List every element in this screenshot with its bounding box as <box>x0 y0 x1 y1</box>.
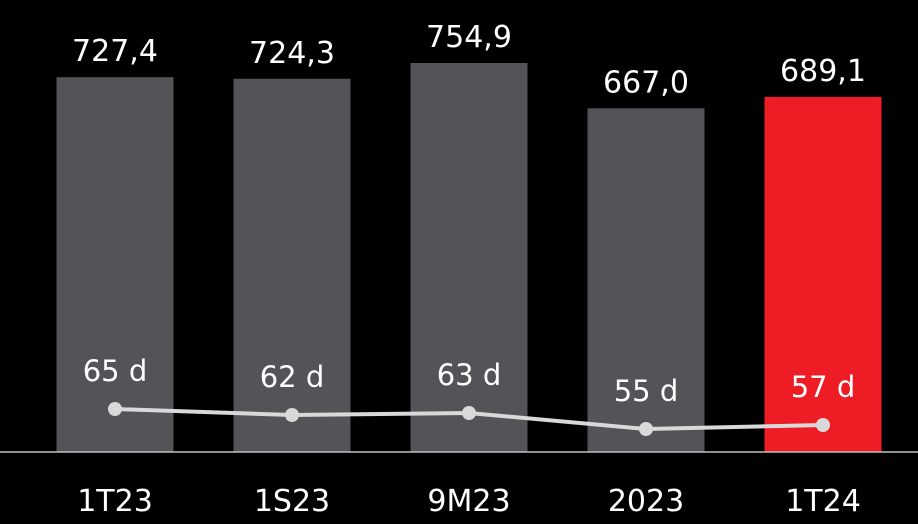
category-label: 1T24 <box>785 484 861 519</box>
category-label: 9M23 <box>427 484 510 519</box>
category-label: 2023 <box>608 484 684 519</box>
bar-value-label: 689,1 <box>780 54 866 89</box>
bar-2023 <box>587 108 705 453</box>
days-point-9m23 <box>462 406 476 420</box>
category-label: 1S23 <box>254 484 330 519</box>
bar-value-label: 754,9 <box>426 20 512 55</box>
days-label: 62 d <box>260 360 325 394</box>
days-point-1s23 <box>285 408 299 422</box>
days-label: 65 d <box>83 354 148 388</box>
days-label: 55 d <box>614 374 679 408</box>
bar-1t24 <box>764 96 882 453</box>
bar-value-label: 727,4 <box>72 34 158 69</box>
days-point-1t24 <box>816 418 830 432</box>
days-label: 63 d <box>437 358 502 392</box>
bar-value-label: 724,3 <box>249 36 335 71</box>
category-label: 1T23 <box>77 484 153 519</box>
bar-1t23 <box>56 77 174 453</box>
bar-9m23 <box>410 63 528 452</box>
bar-value-label: 667,0 <box>603 65 689 100</box>
days-point-1t23 <box>108 402 122 416</box>
days-label: 57 d <box>791 370 856 404</box>
days-point-2023 <box>639 422 653 436</box>
bar-1s23 <box>233 78 351 452</box>
